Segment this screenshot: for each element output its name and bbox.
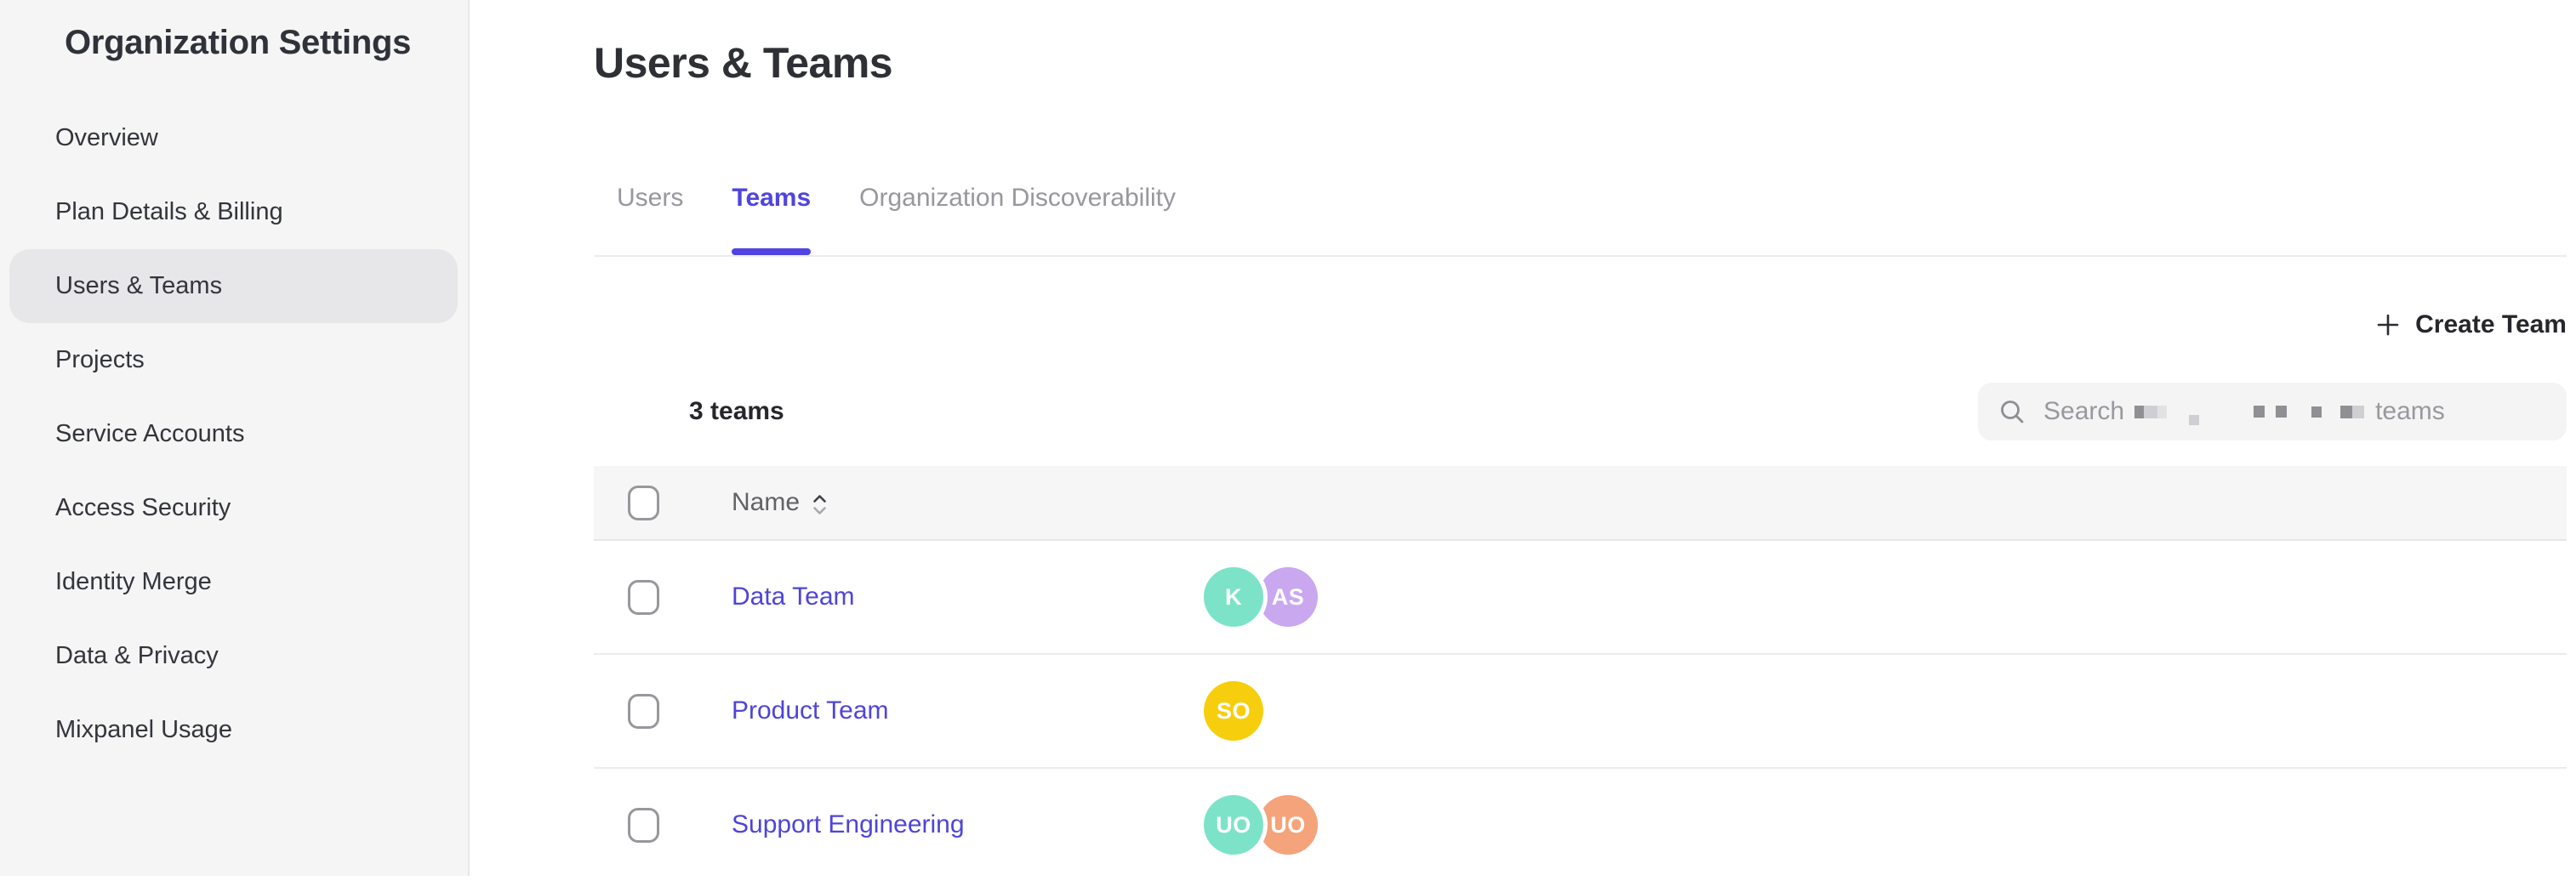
redacted-block xyxy=(2352,405,2365,418)
redacted-block xyxy=(2157,405,2168,418)
avatar: AS xyxy=(1258,567,1318,627)
sidebar-item-projects[interactable]: Projects xyxy=(9,323,458,397)
avatar: K xyxy=(1204,567,1263,627)
sidebar-item-service-accounts[interactable]: Service Accounts xyxy=(9,397,458,471)
create-team-label: Create Team xyxy=(2415,310,2567,338)
tab-organization-discoverability[interactable]: Organization Discoverability xyxy=(859,184,1176,212)
teams-table: Name Data Team K AS Product Team SO Support E… xyxy=(594,466,2567,881)
sidebar-item-label: Mixpanel Usage xyxy=(55,716,232,743)
select-all-checkbox[interactable] xyxy=(628,485,659,520)
sidebar-item-label: Data & Privacy xyxy=(55,642,219,669)
team-name-cell: Support Engineering xyxy=(732,810,1204,839)
sidebar-item-plan-details-billing[interactable]: Plan Details & Billing xyxy=(9,175,458,249)
plus-icon xyxy=(2375,312,2401,338)
team-name-cell: Data Team xyxy=(732,583,1204,611)
create-team-button[interactable]: Create Team xyxy=(2375,310,2567,339)
sidebar-item-mixpanel-usage[interactable]: Mixpanel Usage xyxy=(9,693,458,767)
sidebar-item-overview[interactable]: Overview xyxy=(9,101,458,175)
avatar: UO xyxy=(1258,795,1318,855)
create-team-row: Create Team xyxy=(594,297,2567,353)
table-controls: 3 teams Search teams xyxy=(594,383,2567,440)
row-checkbox-cell xyxy=(594,579,732,615)
search-icon xyxy=(1998,398,2026,426)
team-members-avatars: K AS xyxy=(1204,567,1318,627)
team-members-avatars: SO xyxy=(1204,681,1263,741)
tab-teams[interactable]: Teams xyxy=(732,170,811,255)
team-link[interactable]: Product Team xyxy=(732,696,889,725)
main-content: Users & Teams Users Teams Organization Dis… xyxy=(470,0,2576,876)
redacted-block xyxy=(2189,415,2200,425)
sidebar-item-label: Plan Details & Billing xyxy=(55,198,283,225)
avatar: SO xyxy=(1204,681,1263,741)
teams-count: 3 teams xyxy=(689,397,784,425)
tab-bar: Users Teams Organization Discoverability xyxy=(594,170,2567,257)
column-header-name-label: Name xyxy=(732,488,801,516)
team-name-cell: Product Team xyxy=(732,696,1204,725)
row-checkbox[interactable] xyxy=(628,693,659,729)
search-placeholder-suffix: teams xyxy=(2375,397,2445,425)
avatar: UO xyxy=(1204,795,1263,855)
team-members-avatars: UO UO xyxy=(1204,795,1318,855)
search-placeholder-prefix: Search xyxy=(2043,397,2125,425)
table-row: Product Team SO xyxy=(594,655,2567,769)
team-search-input[interactable]: Search teams xyxy=(1978,383,2567,440)
row-checkbox-cell xyxy=(594,807,732,843)
sidebar-item-label: Access Security xyxy=(55,494,231,521)
sidebar-item-identity-merge[interactable]: Identity Merge xyxy=(9,545,458,619)
team-link[interactable]: Data Team xyxy=(732,583,855,611)
table-header-row: Name xyxy=(594,466,2567,541)
sidebar-title: Organization Settings xyxy=(65,24,412,61)
sidebar-item-label: Identity Merge xyxy=(55,568,212,595)
redacted-block xyxy=(2144,405,2158,418)
redacted-block xyxy=(2340,405,2353,418)
table-row: Support Engineering UO UO xyxy=(594,769,2567,881)
tab-users[interactable]: Users xyxy=(617,184,684,212)
row-checkbox-cell xyxy=(594,693,732,729)
sidebar-item-label: Projects xyxy=(55,346,145,373)
redacted-block xyxy=(2276,406,2288,418)
redacted-block xyxy=(2254,406,2265,418)
sidebar-item-label: Users & Teams xyxy=(55,272,223,299)
redacted-block xyxy=(2311,406,2322,418)
team-link[interactable]: Support Engineering xyxy=(732,810,965,838)
column-header-name[interactable]: Name xyxy=(732,488,1204,517)
sidebar-item-label: Overview xyxy=(55,124,158,151)
redacted-block xyxy=(2134,405,2145,418)
sidebar-nav: Overview Plan Details & Billing Users & Te… xyxy=(0,101,468,767)
table-row: Data Team K AS xyxy=(594,541,2567,655)
header-checkbox-cell xyxy=(594,485,732,520)
sidebar-item-access-security[interactable]: Access Security xyxy=(9,471,458,545)
sidebar-item-label: Service Accounts xyxy=(55,420,245,447)
table-body: Data Team K AS Product Team SO Support Engine… xyxy=(594,541,2567,881)
row-checkbox[interactable] xyxy=(628,579,659,615)
sidebar: Organization Settings Overview Plan Detai… xyxy=(0,0,470,876)
sidebar-item-data-privacy[interactable]: Data & Privacy xyxy=(9,619,458,693)
sidebar-item-users-teams[interactable]: Users & Teams xyxy=(9,249,458,323)
sort-icon xyxy=(812,493,828,516)
page-title: Users & Teams xyxy=(594,39,893,87)
row-checkbox[interactable] xyxy=(628,807,659,843)
